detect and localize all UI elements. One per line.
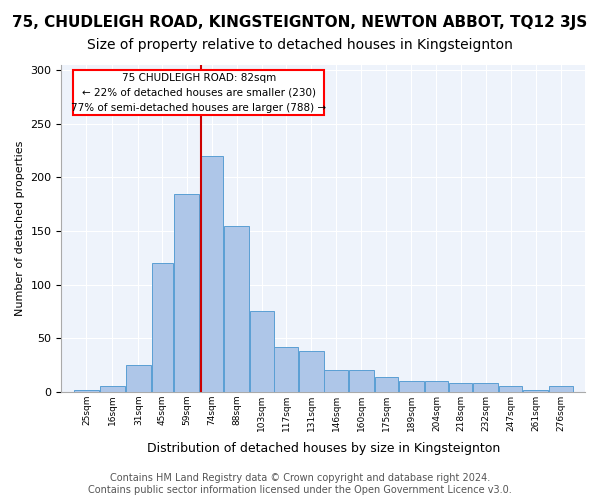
Text: 75, CHUDLEIGH ROAD, KINGSTEIGNTON, NEWTON ABBOT, TQ12 3JS: 75, CHUDLEIGH ROAD, KINGSTEIGNTON, NEWTO…	[13, 15, 587, 30]
FancyBboxPatch shape	[73, 70, 324, 116]
Bar	[152, 263, 173, 392]
Bar	[549, 386, 572, 392]
Bar	[374, 376, 398, 392]
Bar	[523, 390, 548, 392]
Text: Contains HM Land Registry data © Crown copyright and database right 2024.
Contai: Contains HM Land Registry data © Crown c…	[88, 474, 512, 495]
Bar	[425, 381, 448, 392]
Bar	[399, 381, 424, 392]
Y-axis label: Number of detached properties: Number of detached properties	[15, 140, 25, 316]
Bar	[499, 386, 523, 392]
Bar	[250, 312, 274, 392]
Bar	[200, 156, 223, 392]
Bar	[100, 386, 125, 392]
Bar	[174, 194, 199, 392]
Bar	[74, 390, 99, 392]
Bar	[325, 370, 348, 392]
Bar	[274, 346, 298, 392]
Text: Size of property relative to detached houses in Kingsteignton: Size of property relative to detached ho…	[87, 38, 513, 52]
Bar	[224, 226, 250, 392]
Bar	[473, 383, 498, 392]
Bar	[299, 351, 323, 392]
Bar	[126, 365, 151, 392]
X-axis label: Distribution of detached houses by size in Kingsteignton: Distribution of detached houses by size …	[146, 442, 500, 455]
Bar	[449, 383, 472, 392]
Bar	[349, 370, 374, 392]
Text: 75 CHUDLEIGH ROAD: 82sqm
← 22% of detached houses are smaller (230)
77% of semi-: 75 CHUDLEIGH ROAD: 82sqm ← 22% of detach…	[71, 73, 326, 112]
